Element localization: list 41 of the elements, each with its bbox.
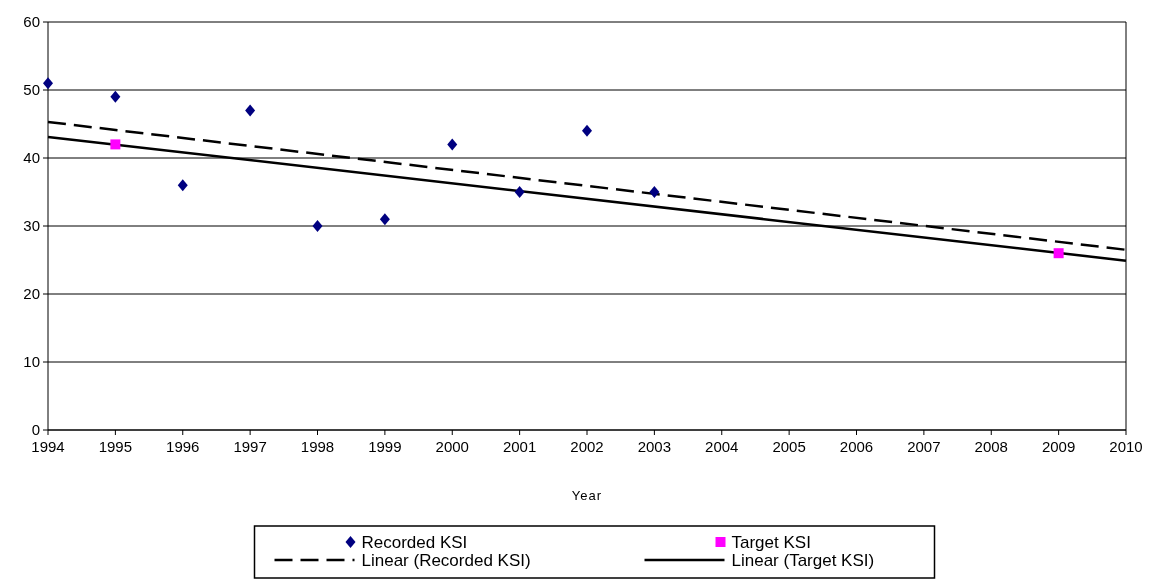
legend-label: Linear (Recorded KSI)	[361, 550, 531, 570]
point	[582, 124, 592, 137]
point	[43, 77, 53, 90]
x-tick-label: 2010	[1109, 438, 1143, 455]
x-tick-label: 2007	[907, 438, 941, 455]
x-tick-label: 1997	[233, 438, 267, 455]
y-tick-label: 40	[23, 149, 40, 167]
x-tick-label: 2003	[637, 438, 672, 455]
point	[447, 138, 458, 151]
x-tick-label: 2001	[502, 438, 537, 455]
x-tick-label: 1994	[31, 438, 65, 455]
point	[110, 139, 121, 150]
x-tick-label: 2006	[839, 438, 874, 455]
legend-label: Target KSI	[731, 532, 811, 552]
y-tick-label: 10	[23, 353, 40, 371]
legend-label: Recorded KSI	[361, 532, 468, 552]
point	[514, 186, 525, 198]
x-tick-label: 1998	[300, 438, 335, 455]
y-tick-label: 50	[23, 81, 40, 99]
x-tick-label: 2004	[705, 438, 739, 455]
legend-label: Linear (Target KSI)	[731, 550, 875, 570]
x-tick-label: 2009	[1041, 438, 1076, 455]
point	[379, 213, 390, 226]
point	[245, 104, 256, 117]
point	[177, 179, 188, 192]
x-tick-label: 2000	[435, 438, 469, 455]
y-tick-label: 0	[31, 421, 40, 439]
x-tick-label: 2002	[570, 438, 604, 455]
x-axis-title: Year	[571, 488, 603, 503]
point	[312, 220, 323, 232]
x-tick-label: 1995	[98, 438, 133, 455]
y-tick-label: 30	[23, 217, 40, 235]
point	[110, 90, 121, 103]
y-tick-label: 60	[23, 13, 40, 31]
x-tick-label: 2005	[772, 438, 806, 455]
y-tick-label: 20	[23, 285, 40, 303]
point	[649, 186, 660, 198]
x-tick-label: 1996	[166, 438, 200, 455]
x-tick-label: 2008	[974, 438, 1008, 455]
point	[1053, 248, 1064, 259]
x-tick-label: 1999	[368, 438, 402, 455]
